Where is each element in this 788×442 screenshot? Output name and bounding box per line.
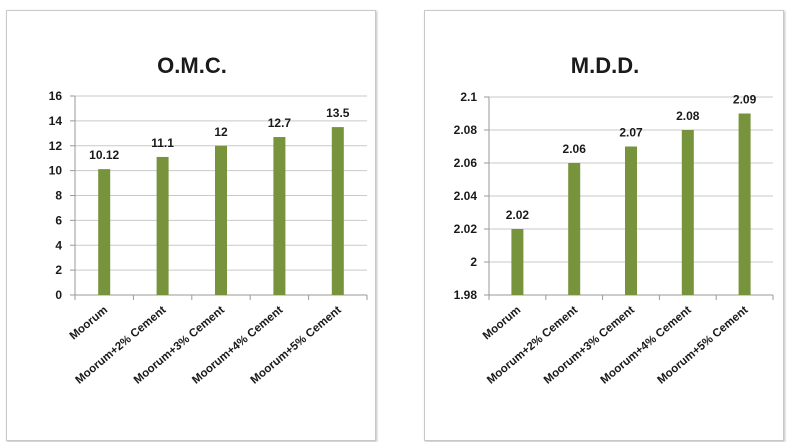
data-label-1: 10.12	[89, 148, 119, 162]
category-label-1: Moorum	[68, 304, 110, 342]
data-label-3: 2.07	[619, 126, 643, 140]
omc-chart-panel: O.M.C. 0 2 4 6 8 10 12 14 16 10.12 Moorum 11.1 Moorum…	[6, 10, 376, 441]
category-label-4: Moorum+4% Cement	[599, 304, 694, 387]
bar-1	[98, 169, 111, 295]
bar-3	[215, 145, 227, 295]
omc-chart: O.M.C.024681012141610.12Moorum11.1Moorum…	[49, 53, 368, 387]
y-tick-label: 6	[55, 213, 62, 227]
bar-5	[738, 113, 751, 295]
data-label-2: 2.06	[563, 142, 587, 156]
y-tick-label: 1.98	[454, 288, 478, 302]
data-label-4: 12.7	[268, 116, 292, 130]
category-label-1: Moorum	[481, 304, 523, 342]
data-label-5: 13.5	[326, 106, 350, 120]
data-label-3: 12	[214, 125, 228, 139]
bar-2	[568, 163, 581, 295]
bar-4	[681, 130, 694, 295]
data-label-4: 2.08	[676, 109, 700, 123]
y-tick-label: 2.1	[460, 90, 477, 104]
category-label-2: Moorum+2% Cement	[485, 304, 580, 387]
y-tick-label: 2.08	[454, 123, 478, 137]
chart-title: M.D.D.	[571, 53, 639, 78]
y-tick-label: 8	[55, 189, 62, 203]
y-tick-label: 12	[49, 139, 63, 153]
y-tick-label: 2.06	[454, 156, 478, 170]
category-label-3: Moorum+3% Cement	[542, 304, 637, 387]
mdd-chart: M.D.D. 1.98 2 2.02 2.04 2.06 2.08 2.1 2.02 Moorum…	[454, 53, 774, 387]
y-tick-label: 2.04	[454, 189, 478, 203]
data-label-5: 2.09	[733, 93, 757, 107]
chart-title: O.M.C.	[157, 53, 227, 78]
bar-5	[331, 127, 344, 295]
data-label-1: 2.02	[506, 208, 530, 222]
y-tick-label: 0	[55, 288, 62, 302]
y-tick-label: 2	[470, 255, 477, 269]
bar-4	[273, 137, 286, 295]
mdd-chart-panel: M.D.D. 1.98 2 2.02 2.04 2.06 2.08 2.1 2.02 Moorum…	[424, 10, 784, 441]
y-tick-label: 14	[49, 114, 63, 128]
y-tick-label: 16	[49, 89, 63, 103]
bar-2	[156, 156, 169, 295]
data-label-2: 11.1	[151, 136, 174, 150]
y-tick-label: 2.02	[454, 222, 478, 236]
y-tick-label: 4	[55, 238, 62, 252]
bar-1	[511, 229, 524, 295]
category-label-5: Moorum+5% Cement	[655, 304, 750, 387]
bar-3	[625, 146, 637, 295]
y-tick-label: 2	[55, 263, 62, 277]
y-tick-label: 10	[49, 164, 63, 178]
